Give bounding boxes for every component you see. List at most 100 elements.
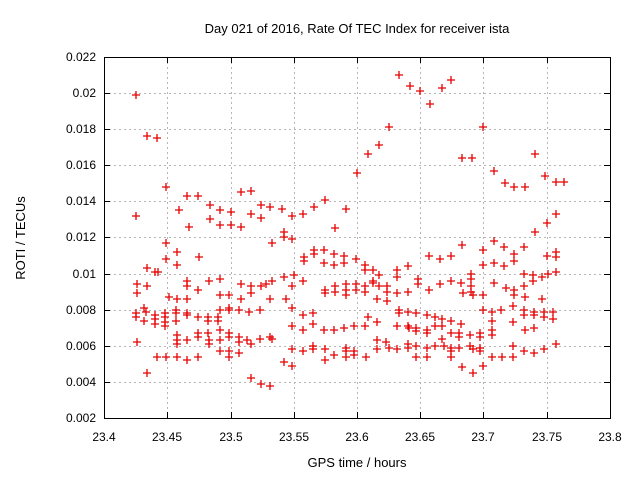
data-point-marker (342, 205, 350, 213)
data-point-marker (438, 335, 446, 343)
data-point-marker (393, 273, 401, 281)
data-point-marker (531, 228, 539, 236)
data-point-marker (216, 326, 224, 334)
data-point-marker (195, 253, 203, 261)
data-point-marker (500, 243, 508, 251)
data-point-marker (431, 342, 439, 350)
data-point-marker (133, 280, 141, 288)
data-point-marker (309, 309, 317, 317)
data-point-marker (173, 248, 181, 256)
data-point-marker (425, 286, 433, 294)
plot-border-box (104, 57, 611, 419)
data-point-marker (330, 261, 338, 269)
data-point-marker (520, 282, 528, 290)
data-point-marker (488, 331, 496, 339)
data-point-marker (530, 349, 538, 357)
data-point-marker (162, 255, 170, 263)
data-point-marker (543, 252, 551, 260)
data-point-marker (290, 271, 298, 279)
data-point-marker (194, 313, 202, 321)
data-point-marker (216, 291, 224, 299)
data-points (132, 71, 568, 390)
data-point-marker (132, 91, 140, 99)
data-point-marker (288, 304, 296, 312)
data-point-marker (468, 154, 476, 162)
y-tick-label: 0.012 (66, 230, 96, 244)
data-point-marker (423, 353, 431, 361)
data-point-marker (458, 154, 466, 162)
data-point-marker (549, 308, 557, 316)
data-point-marker (194, 333, 202, 341)
data-point-marker (225, 333, 233, 341)
data-point-marker (404, 262, 412, 270)
data-point-marker (331, 288, 339, 296)
data-point-marker (299, 210, 307, 218)
data-point-marker (560, 178, 568, 186)
x-axis-label: GPS time / hours (308, 455, 407, 470)
data-point-marker (257, 201, 265, 209)
data-point-marker (342, 291, 350, 299)
data-point-marker (237, 295, 245, 303)
data-point-marker (216, 275, 224, 283)
data-point-marker (469, 369, 477, 377)
data-point-marker (395, 71, 403, 79)
y-tick-label: 0.018 (66, 122, 96, 136)
data-point-marker (330, 351, 338, 359)
data-point-marker (479, 362, 487, 370)
data-point-marker (457, 279, 465, 287)
data-point-marker (476, 333, 484, 341)
x-tick-label: 23.45 (152, 430, 182, 444)
data-point-marker (438, 315, 446, 323)
data-point-marker (299, 277, 307, 285)
data-point-marker (383, 288, 391, 296)
x-tick-label: 23.6 (345, 430, 369, 444)
data-point-marker (414, 280, 422, 288)
data-point-marker (544, 270, 552, 278)
data-point-marker (140, 317, 148, 325)
y-tick-label: 0.008 (66, 303, 96, 317)
data-point-marker (247, 210, 255, 218)
data-point-marker (247, 282, 255, 290)
data-point-marker (373, 295, 381, 303)
data-point-marker (383, 297, 391, 305)
data-point-marker (467, 275, 475, 283)
data-point-marker (183, 336, 191, 344)
x-tick-label: 23.5 (219, 430, 243, 444)
data-point-marker (502, 284, 510, 292)
data-point-marker (459, 289, 467, 297)
data-point-marker (235, 349, 243, 357)
data-point-marker (173, 295, 181, 303)
data-point-marker (530, 324, 538, 332)
data-point-marker (369, 279, 377, 287)
data-point-marker (257, 282, 265, 290)
data-point-marker (520, 243, 528, 251)
data-point-marker (431, 313, 439, 321)
data-point-marker (266, 295, 274, 303)
data-point-marker (235, 338, 243, 346)
data-point-marker (362, 353, 370, 361)
data-point-marker (173, 353, 181, 361)
data-point-marker (438, 84, 446, 92)
data-point-marker (288, 322, 296, 330)
data-point-marker (476, 347, 484, 355)
data-point-marker (373, 345, 381, 353)
data-point-marker (321, 289, 329, 297)
data-point-marker (406, 82, 414, 90)
data-point-marker (280, 273, 288, 281)
data-point-marker (133, 338, 141, 346)
data-point-marker (469, 345, 477, 353)
data-point-marker (458, 241, 466, 249)
data-point-marker (543, 219, 551, 227)
data-point-marker (393, 266, 401, 274)
data-point-marker (447, 329, 455, 337)
data-point-marker (510, 250, 518, 258)
data-point-marker (353, 169, 361, 177)
y-tick-label: 0.02 (73, 86, 97, 100)
data-point-marker (225, 306, 233, 314)
data-point-marker (510, 291, 518, 299)
data-point-marker (320, 246, 328, 254)
data-point-marker (393, 345, 401, 353)
data-point-marker (243, 336, 251, 344)
